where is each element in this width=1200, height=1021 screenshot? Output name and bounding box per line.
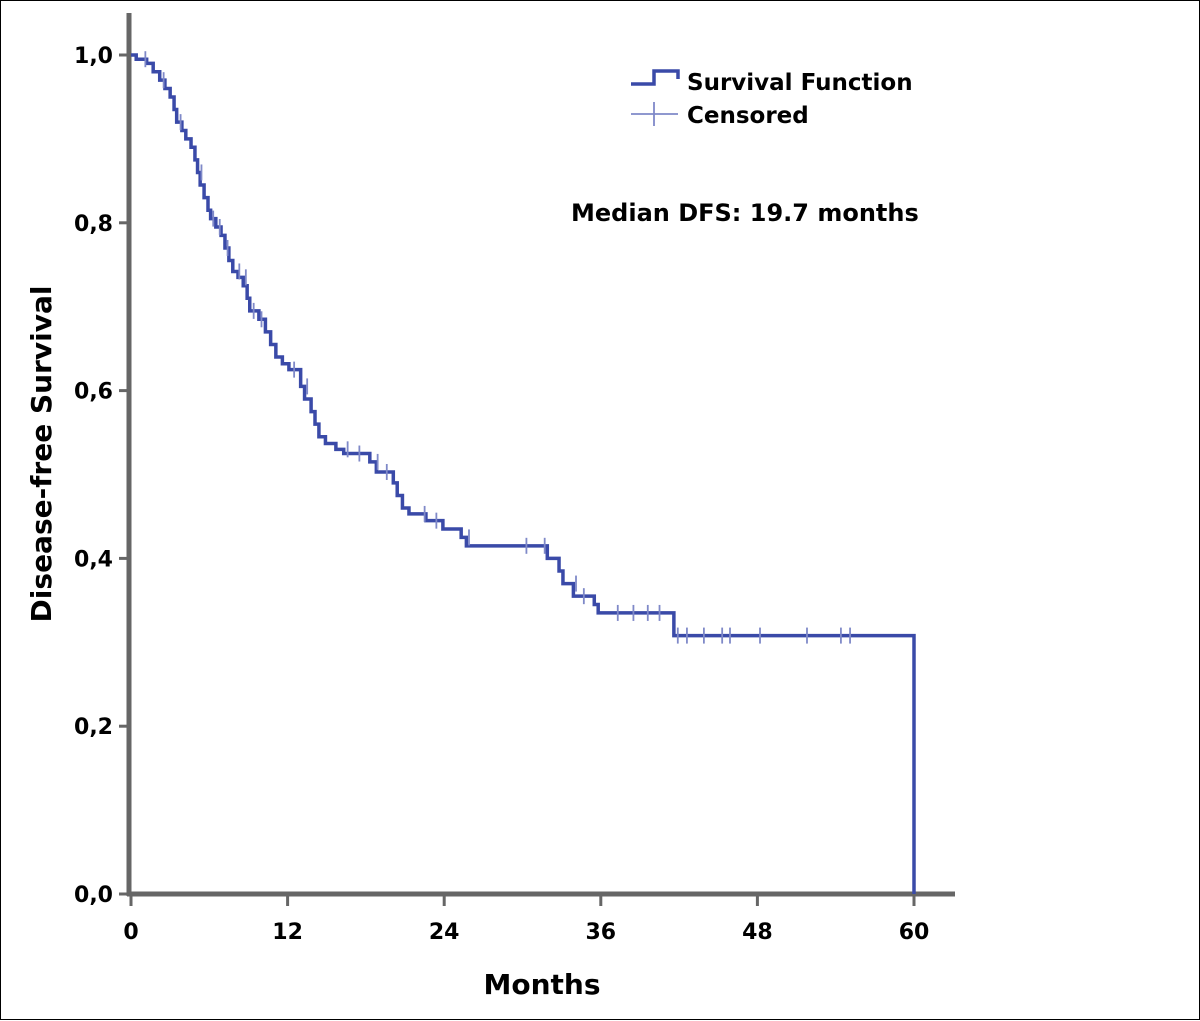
legend-survival-label: Survival Function — [687, 70, 913, 96]
x-tick-label: 60 — [899, 920, 930, 945]
y-tick-label: 0,6 — [74, 380, 113, 405]
x-tick-label: 0 — [123, 920, 138, 945]
y-ticks: 0,0 0,2 0,4 0,6 0,8 1,0 — [74, 44, 129, 908]
x-tick-label: 24 — [429, 920, 460, 945]
axes — [126, 13, 955, 897]
legend-censored-label: Censored — [687, 103, 809, 129]
legend-survival-symbol — [631, 69, 680, 86]
x-tick-label: 12 — [272, 920, 303, 945]
x-ticks: 0 12 24 36 48 60 — [123, 894, 929, 945]
y-tick-label: 0,4 — [74, 547, 113, 572]
survival-function-line — [131, 53, 916, 894]
median-dfs-annotation: Median DFS: 19.7 months — [571, 199, 919, 227]
y-axis-title: Disease-free Survival — [25, 286, 58, 623]
censored-marks — [144, 51, 851, 644]
y-tick-label: 1,0 — [74, 44, 113, 69]
legend: Survival Function Censored — [631, 69, 913, 129]
y-tick-label: 0,2 — [74, 715, 113, 740]
x-tick-label: 36 — [585, 920, 616, 945]
y-tick-label: 0,0 — [74, 883, 113, 908]
x-tick-label: 48 — [742, 920, 773, 945]
x-axis-title: Months — [483, 968, 600, 1001]
y-tick-label: 0,8 — [74, 212, 113, 237]
